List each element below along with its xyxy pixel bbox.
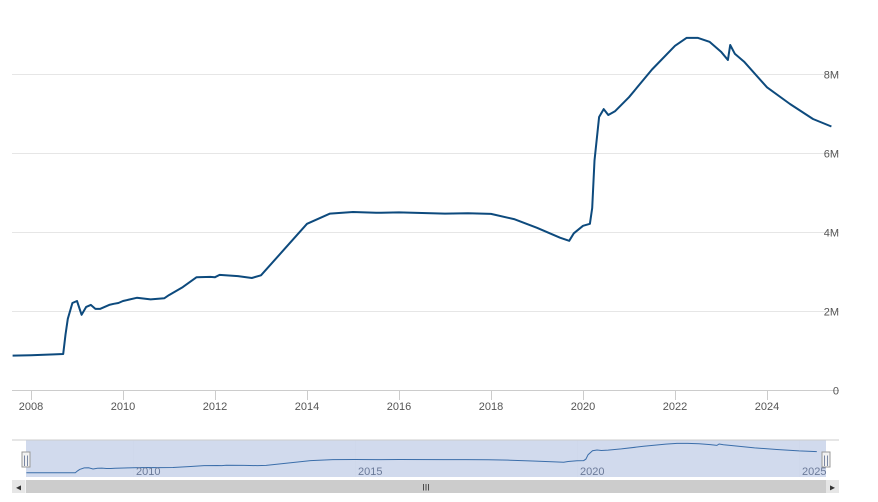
navigator[interactable]: 2010 2015 2020 2025 || || xyxy=(12,439,839,478)
y-tick-label: 8M xyxy=(824,70,839,82)
scrollbar-grip: III xyxy=(422,483,430,493)
series-layer xyxy=(12,36,832,357)
y-tick-label: 0 xyxy=(833,386,839,398)
x-tick-label: 2022 xyxy=(663,401,687,413)
navigator-selected-range[interactable] xyxy=(26,440,826,477)
scrollbar-right-button[interactable]: ▸ xyxy=(826,480,839,494)
handle-right-grip: || xyxy=(823,455,829,467)
arrow-left-icon: ◂ xyxy=(16,483,21,494)
x-tick-label: 2020 xyxy=(571,401,595,413)
navigator-line-0 xyxy=(26,442,817,474)
handle-left-grip: || xyxy=(23,455,29,467)
grid-lines xyxy=(12,74,839,312)
y-axis-labels: 0 2M 4M 6M 8M xyxy=(824,70,839,398)
x-tick-label: 2008 xyxy=(19,401,43,413)
x-tick-label: 2024 xyxy=(755,401,779,413)
x-tick-label: 2014 xyxy=(295,401,319,413)
x-axis xyxy=(12,390,839,400)
navigator-labels: 2010 2015 2020 2025 xyxy=(136,466,826,478)
scrollbar[interactable]: III ◂ ▸ xyxy=(12,480,839,494)
x-tick-label: 2018 xyxy=(479,401,503,413)
y-tick-label: 6M xyxy=(824,149,839,161)
x-tick-label: 2010 xyxy=(111,401,135,413)
y-tick-label: 4M xyxy=(824,228,839,240)
navigator-label: 2010 xyxy=(136,466,160,478)
x-axis-labels: 2008 2010 2012 2014 2016 2018 2020 2022 2024 xyxy=(19,401,779,413)
navigator-series xyxy=(26,442,817,474)
navigator-label: 2020 xyxy=(580,466,604,478)
navigator-label: 2025 xyxy=(802,466,826,478)
x-tick-label: 2016 xyxy=(387,401,411,413)
navigator-label: 2015 xyxy=(358,466,382,478)
navigator-handle-right[interactable]: || xyxy=(821,451,831,468)
scrollbar-thumb[interactable] xyxy=(26,480,826,493)
scrollbar-left-button[interactable]: ◂ xyxy=(12,480,25,494)
x-tick-label: 2012 xyxy=(203,401,227,413)
y-tick-label: 2M xyxy=(824,307,839,319)
series-line-0 xyxy=(12,36,832,357)
arrow-right-icon: ▸ xyxy=(830,483,835,494)
navigator-handle-left[interactable]: || xyxy=(21,451,31,468)
